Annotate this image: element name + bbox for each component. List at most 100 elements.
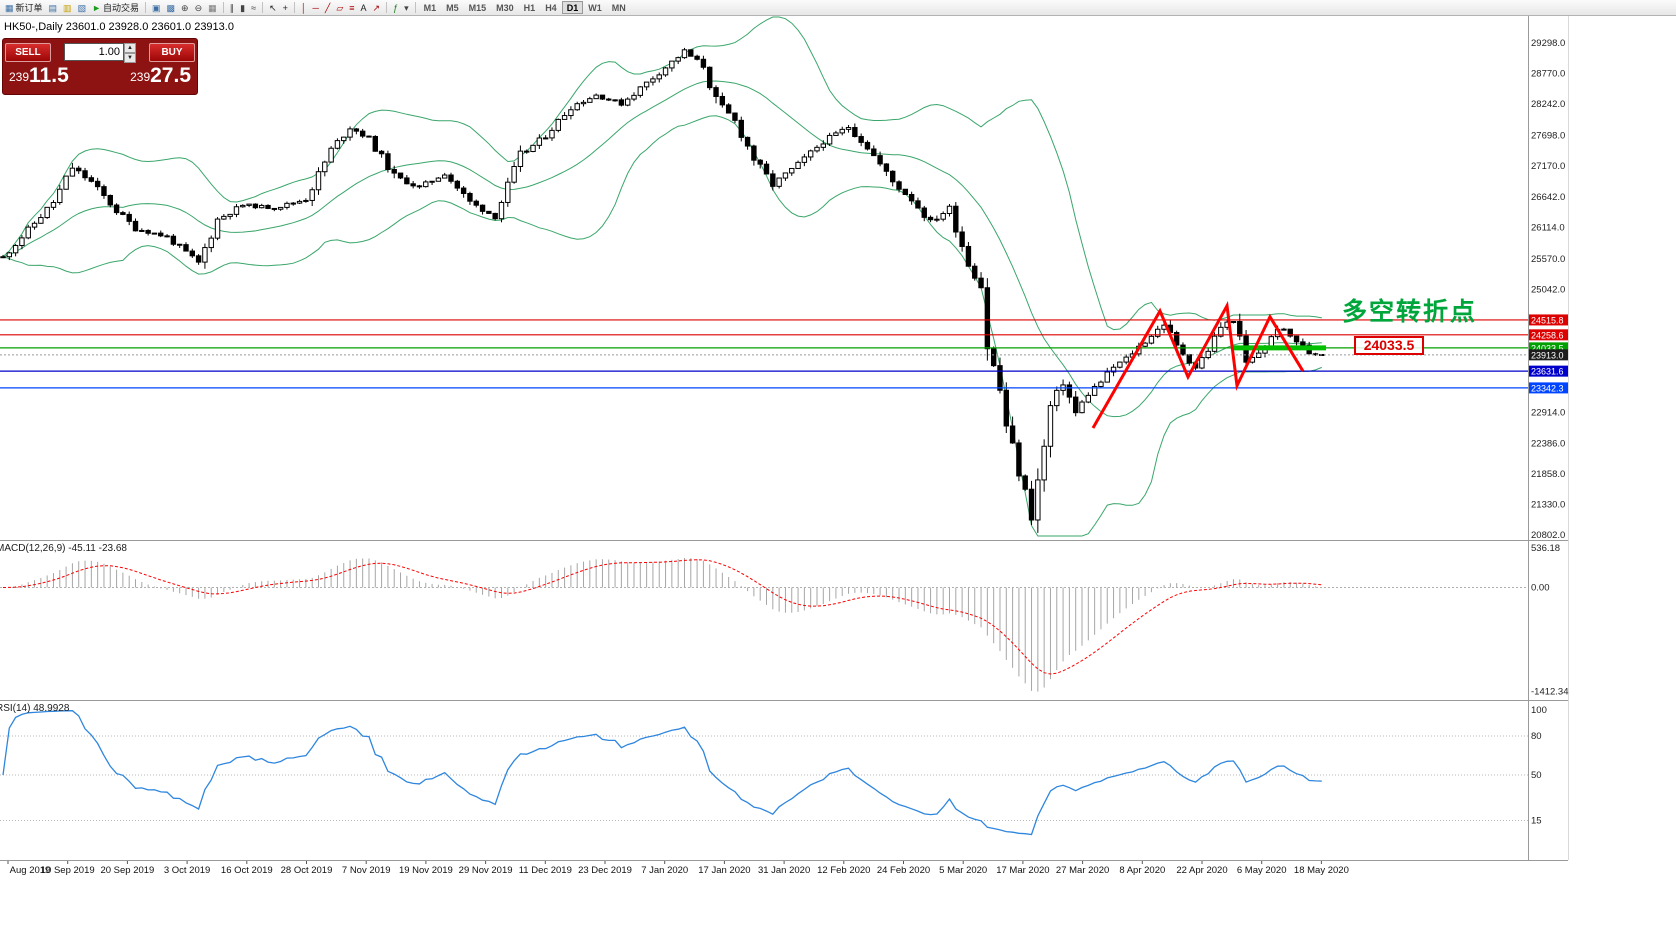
- arrows-button[interactable]: ↗: [370, 1, 384, 14]
- autotrading-label: 自动交易: [103, 3, 140, 13]
- sell-price: 239 11.5: [9, 64, 69, 87]
- svg-text:12 Feb 2020: 12 Feb 2020: [817, 865, 870, 876]
- svg-text:3 Oct 2019: 3 Oct 2019: [164, 865, 210, 876]
- zoom-in-icon: ⊕: [181, 2, 189, 13]
- svg-text:18 May 2020: 18 May 2020: [1294, 865, 1349, 876]
- svg-text:26114.0: 26114.0: [1531, 222, 1565, 233]
- rsi-line: [2, 710, 1322, 836]
- svg-text:20802.0: 20802.0: [1531, 530, 1565, 541]
- navigator-icon: ▧: [77, 2, 87, 13]
- vertical-line-button[interactable]: │: [298, 1, 310, 14]
- trendline-button[interactable]: ╱: [322, 1, 333, 14]
- text-button[interactable]: A: [358, 1, 370, 14]
- svg-text:25042.0: 25042.0: [1531, 284, 1565, 295]
- zoom-in-button[interactable]: ⊕: [178, 1, 192, 14]
- timeframe-w1-button[interactable]: W1: [583, 1, 607, 14]
- toolbar-separator: [414, 2, 416, 13]
- grid-button[interactable]: ▦: [205, 1, 220, 14]
- timeframe-m30-button[interactable]: M30: [491, 1, 519, 14]
- svg-text:27170.0: 27170.0: [1531, 161, 1565, 172]
- bar-chart-button[interactable]: ∥: [227, 1, 238, 14]
- timeframe-m5-button[interactable]: M5: [441, 1, 464, 14]
- svg-text:21858.0: 21858.0: [1531, 469, 1565, 480]
- timeframe-h1-button[interactable]: H1: [519, 1, 541, 14]
- fibonacci-button[interactable]: ≡: [346, 1, 357, 14]
- sell-price-prefix: 239: [9, 70, 30, 84]
- tile-windows-button[interactable]: ▣: [149, 1, 164, 14]
- horizontal-line-button[interactable]: ─: [310, 1, 322, 14]
- timeframe-h4-button[interactable]: H4: [540, 1, 562, 14]
- volume-input[interactable]: [64, 43, 124, 61]
- svg-text:16 Oct 2019: 16 Oct 2019: [221, 865, 273, 876]
- candlestick-chart-button[interactable]: ▮: [237, 1, 248, 14]
- volume-control: ▲ ▼: [64, 43, 136, 63]
- horizontal-line-icon: ─: [312, 2, 319, 13]
- macd-values: -45.11 -23.68: [68, 543, 127, 554]
- macd-indicator-label: MACD(12,26,9) -45.11 -23.68: [0, 543, 127, 554]
- svg-text:100: 100: [1531, 705, 1547, 716]
- line-chart-button[interactable]: ≈: [248, 1, 259, 14]
- timeframe-m1-button[interactable]: M1: [419, 1, 442, 14]
- svg-text:22386.0: 22386.0: [1531, 438, 1565, 449]
- turning-point-annotation[interactable]: 多空转折点: [1342, 298, 1478, 326]
- svg-text:24515.8: 24515.8: [1531, 315, 1564, 325]
- toolbar-separator: [262, 2, 264, 13]
- volume-up-icon[interactable]: ▲: [124, 43, 136, 53]
- charts-profile-button[interactable]: ▤: [46, 1, 61, 14]
- autotrading-button[interactable]: ► 自动交易: [89, 1, 142, 14]
- svg-text:15: 15: [1531, 816, 1542, 827]
- svg-text:11 Dec 2019: 11 Dec 2019: [519, 865, 572, 876]
- rsi-indicator-label: RSI(14) 48.9928: [0, 703, 69, 714]
- crosshair-icon: +: [282, 2, 288, 13]
- toolbar-separator: [145, 2, 147, 13]
- timeframe-m15-button[interactable]: M15: [464, 1, 492, 14]
- bar-chart-icon: ∥: [229, 2, 235, 13]
- market-watch-button[interactable]: ▥: [60, 1, 75, 14]
- cascade-windows-button[interactable]: ▩: [164, 1, 179, 14]
- svg-text:23631.6: 23631.6: [1531, 367, 1564, 377]
- navigator-button[interactable]: ▧: [75, 1, 90, 14]
- zoom-out-icon: ⊖: [194, 2, 203, 13]
- new-order-label: 新订单: [15, 3, 43, 13]
- price-axis[interactable]: 29298.0 28770.0 28242.0 27698.0 27170.0 26642…: [1529, 38, 1568, 541]
- macd-panel[interactable]: 536.18 0.00 -1412.34: [0, 543, 1569, 698]
- sell-price-big-digits: 11.5: [29, 64, 69, 87]
- svg-text:17 Mar 2020: 17 Mar 2020: [996, 865, 1049, 876]
- volume-down-icon[interactable]: ▼: [124, 53, 136, 63]
- buy-button[interactable]: BUY: [149, 42, 195, 62]
- svg-text:10 Sep 2019: 10 Sep 2019: [41, 865, 95, 876]
- crosshair-button[interactable]: +: [280, 1, 291, 14]
- svg-text:-1412.34: -1412.34: [1531, 687, 1569, 698]
- charts-profile-icon: ▤: [48, 2, 58, 13]
- chart-annotations[interactable]: [1091, 301, 1326, 429]
- macd-signal-line: [2, 559, 1322, 675]
- zigzag-annotation: [1091, 301, 1305, 429]
- bollinger-upper-line: [2, 16, 1322, 331]
- candlestick-chart-icon: ▮: [240, 2, 246, 13]
- timeframe-mn-button[interactable]: MN: [607, 1, 631, 14]
- toolbar: ▦ 新订单 ▤ ▥ ▧ ► 自动交易 ▣ ▩ ⊕ ⊖ ▦ ∥ ▮ ≈ ↖ + │ ─ ╱ ▱ ≡ A ↗ ƒ ▾ M1 M5 M15 M3…: [0, 0, 1676, 16]
- svg-text:21330.0: 21330.0: [1531, 499, 1565, 510]
- timeframe-d1-button[interactable]: D1: [561, 1, 584, 14]
- svg-text:24033.5: 24033.5: [1531, 343, 1564, 353]
- indicators-button[interactable]: ƒ: [390, 1, 401, 14]
- svg-text:Aug 2019: Aug 2019: [10, 865, 51, 876]
- equidistant-channel-button[interactable]: ▱: [333, 1, 346, 14]
- buy-price: 239 27.5: [130, 64, 191, 87]
- svg-text:27 Mar 2020: 27 Mar 2020: [1056, 865, 1109, 876]
- line-chart-icon: ≈: [251, 2, 257, 13]
- zoom-out-button[interactable]: ⊖: [192, 1, 206, 14]
- periods-menu-button[interactable]: ▾: [401, 1, 412, 14]
- rsi-panel[interactable]: 100 80 50 15: [0, 705, 1547, 836]
- cursor-button[interactable]: ↖: [266, 1, 280, 14]
- price-annotation-label[interactable]: 24033.5: [1354, 336, 1424, 355]
- vertical-line-icon: │: [300, 2, 307, 13]
- svg-text:28770.0: 28770.0: [1531, 69, 1565, 80]
- new-order-icon: ▦: [5, 2, 14, 13]
- new-order-button[interactable]: ▦ 新订单: [2, 1, 46, 14]
- cascade-windows-icon: ▩: [166, 2, 176, 13]
- sell-button[interactable]: SELL: [5, 42, 51, 62]
